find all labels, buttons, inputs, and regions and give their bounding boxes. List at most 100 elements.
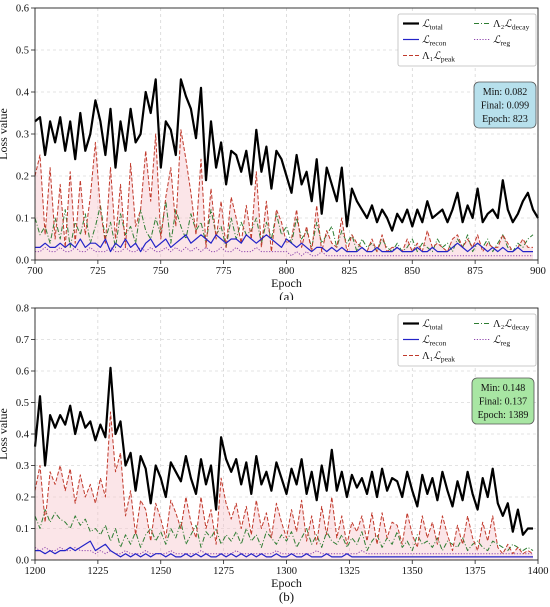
x-tick-label: 825 [342, 266, 358, 277]
stat-epoch: Epoch: 1389 [478, 410, 529, 421]
legend-label-total: ℒtotal [422, 319, 443, 332]
legend-symbol: ℒ [422, 35, 430, 46]
legend-subscript: peak [441, 355, 455, 364]
series-line-total [34, 78, 539, 232]
legend-prefix: Λ₁ [422, 351, 433, 362]
legend-subscript: peak [441, 55, 455, 64]
legend-label-peak: Λ₁ℒpeak [422, 351, 455, 364]
legend-prefix: Λ₂ [493, 19, 505, 30]
y-tick-label: 0.6 [16, 4, 29, 15]
stats-background [473, 81, 537, 129]
legend-box [397, 13, 537, 67]
y-tick-label: 0.0 [16, 256, 29, 267]
stat-min: Min: 0.082 [483, 87, 527, 98]
legend-label-reg: ℒreg [493, 335, 510, 348]
y-tick-label: 0.2 [16, 172, 29, 183]
stats-background [471, 377, 535, 425]
legend-subscript: recon [430, 339, 447, 348]
x-tick-label: 1275 [213, 566, 234, 577]
series-line-peak [34, 129, 533, 253]
y-tick-label: 0.7 [16, 335, 29, 346]
y-tick-label: 0.3 [16, 461, 29, 472]
legend-symbol: ℒ [422, 19, 430, 30]
legend-subscript: total [430, 323, 443, 332]
legend-symbol: ℒ [433, 51, 441, 62]
y-tick-label: 0.5 [16, 46, 29, 57]
y-axis-label: Loss value [0, 108, 10, 160]
legend-label-decay: Λ₂ℒdecay [493, 19, 530, 32]
x-tick-label: 750 [153, 266, 169, 277]
y-tick-label: 0.8 [16, 304, 29, 315]
legend-box [397, 313, 537, 367]
legend-prefix: Λ₁ [422, 51, 433, 62]
legend-prefix: Λ₂ [493, 319, 505, 330]
legend-subscript: decay [512, 323, 530, 332]
stat-final: Final: 0.137 [479, 397, 527, 408]
y-tick-label: 0.1 [16, 524, 29, 535]
legend-subscript: decay [512, 23, 530, 32]
legend-label-peak: Λ₁ℒpeak [422, 51, 455, 64]
x-tick-label: 850 [404, 266, 420, 277]
x-tick-label: 1300 [276, 566, 297, 577]
stat-final: Final: 0.099 [481, 101, 529, 112]
legend-label-recon: ℒrecon [422, 35, 446, 48]
x-tick-label: 1250 [150, 566, 171, 577]
legend-label-recon: ℒrecon [422, 335, 446, 348]
legend-symbol: ℒ [422, 335, 430, 346]
chart-panel-a: 700 725 750 775 800 825 850 875 900 0.0 0.1 0.2 0.3 0… [0, 4, 546, 301]
legend-symbol: ℒ [504, 19, 512, 30]
peak-shading [35, 412, 533, 560]
y-tick-label: 0.0 [16, 556, 29, 567]
x-tick-label: 1325 [339, 566, 360, 577]
y-tick-label: 0.5 [16, 398, 29, 409]
legend-symbol: ℒ [433, 351, 441, 362]
panel-label: (a) [279, 289, 293, 300]
series-line-recon [35, 540, 533, 558]
x-tick-label: 1400 [528, 566, 549, 577]
legend-symbol: ℒ [493, 35, 501, 46]
y-tick-label: 0.4 [16, 88, 30, 99]
chart-panel-b: 1200 1225 1250 1275 1300 1325 1350 1375 1400 0.0 0… [0, 304, 549, 605]
x-tick-label: 1375 [465, 566, 486, 577]
y-tick-label: 0.1 [16, 214, 29, 225]
y-tick-label: 0.4 [16, 430, 30, 441]
stat-epoch: Epoch: 823 [482, 114, 528, 125]
stats-box: Min: 0.082 Final: 0.099 Epoch: 823 [473, 81, 537, 129]
legend-symbol: ℒ [493, 335, 501, 346]
x-axis-label: Epoch [271, 276, 302, 290]
legend-label-total: ℒtotal [422, 19, 443, 32]
series-line-recon [35, 234, 533, 253]
peak-shading [35, 129, 533, 260]
stats-box: Min: 0.148 Final: 0.137 Epoch: 1389 [471, 377, 535, 425]
legend-symbol: ℒ [504, 319, 512, 330]
x-tick-label: 775 [216, 266, 232, 277]
y-tick-label: 0.2 [16, 493, 29, 504]
panel-label: (b) [279, 589, 294, 604]
x-tick-label: 1225 [87, 566, 108, 577]
series-line-reg [34, 546, 533, 555]
legend-subscript: reg [501, 339, 511, 348]
x-tick-label: 900 [530, 266, 546, 277]
x-axis-label: Epoch [271, 576, 302, 590]
legend-symbol: ℒ [422, 319, 430, 330]
series-line-total [33, 366, 533, 536]
legend-label-reg: ℒreg [493, 35, 510, 48]
stat-min: Min: 0.148 [481, 383, 525, 394]
y-tick-label: 0.3 [16, 130, 29, 141]
x-tick-label: 1200 [25, 566, 46, 577]
series-line-reg [35, 246, 533, 257]
x-tick-label: 800 [279, 266, 295, 277]
x-tick-label: 725 [90, 266, 106, 277]
y-tick-label: 0.6 [16, 367, 29, 378]
legend-subscript: recon [430, 39, 447, 48]
x-tick-label: 1350 [402, 566, 423, 577]
y-axis-label: Loss value [0, 408, 10, 460]
legend-subscript: total [430, 23, 443, 32]
x-tick-label: 875 [467, 266, 483, 277]
x-tick-label: 700 [27, 266, 43, 277]
series-line-peak [34, 411, 534, 555]
legend-label-decay: Λ₂ℒdecay [493, 319, 530, 332]
